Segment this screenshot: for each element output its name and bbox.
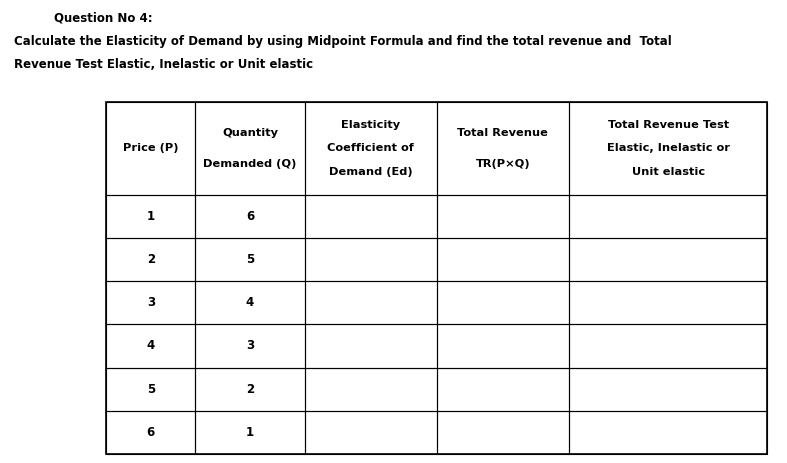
Text: Calculate the Elasticity of Demand by using Midpoint Formula and find the total : Calculate the Elasticity of Demand by us… (14, 35, 672, 48)
Text: Question No 4:: Question No 4: (54, 12, 152, 25)
Text: Revenue Test Elastic, Inelastic or Unit elastic: Revenue Test Elastic, Inelastic or Unit … (14, 58, 313, 71)
Text: 5: 5 (146, 382, 155, 395)
Text: 1: 1 (246, 425, 254, 438)
Text: Total Revenue Test: Total Revenue Test (608, 120, 729, 130)
Text: Elastic, Inelastic or: Elastic, Inelastic or (607, 144, 730, 153)
Text: Quantity: Quantity (222, 128, 278, 138)
Text: Unit elastic: Unit elastic (632, 167, 704, 177)
Text: Demand (Ed): Demand (Ed) (329, 167, 412, 177)
Text: 2: 2 (147, 253, 155, 266)
Text: 1: 1 (147, 210, 155, 223)
Text: TR(P×Q): TR(P×Q) (475, 159, 530, 169)
Text: Demanded (Q): Demanded (Q) (203, 159, 297, 169)
Text: 4: 4 (146, 339, 155, 352)
Text: 2: 2 (246, 382, 254, 395)
Text: Price (P): Price (P) (123, 144, 179, 153)
Text: 6: 6 (246, 210, 254, 223)
Text: Coefficient of: Coefficient of (327, 144, 414, 153)
Text: Elasticity: Elasticity (341, 120, 401, 130)
Text: 6: 6 (146, 425, 155, 438)
Text: 4: 4 (246, 296, 254, 309)
Text: 3: 3 (246, 339, 254, 352)
Text: 5: 5 (246, 253, 254, 266)
Text: 3: 3 (147, 296, 155, 309)
Text: Total Revenue: Total Revenue (457, 128, 549, 138)
